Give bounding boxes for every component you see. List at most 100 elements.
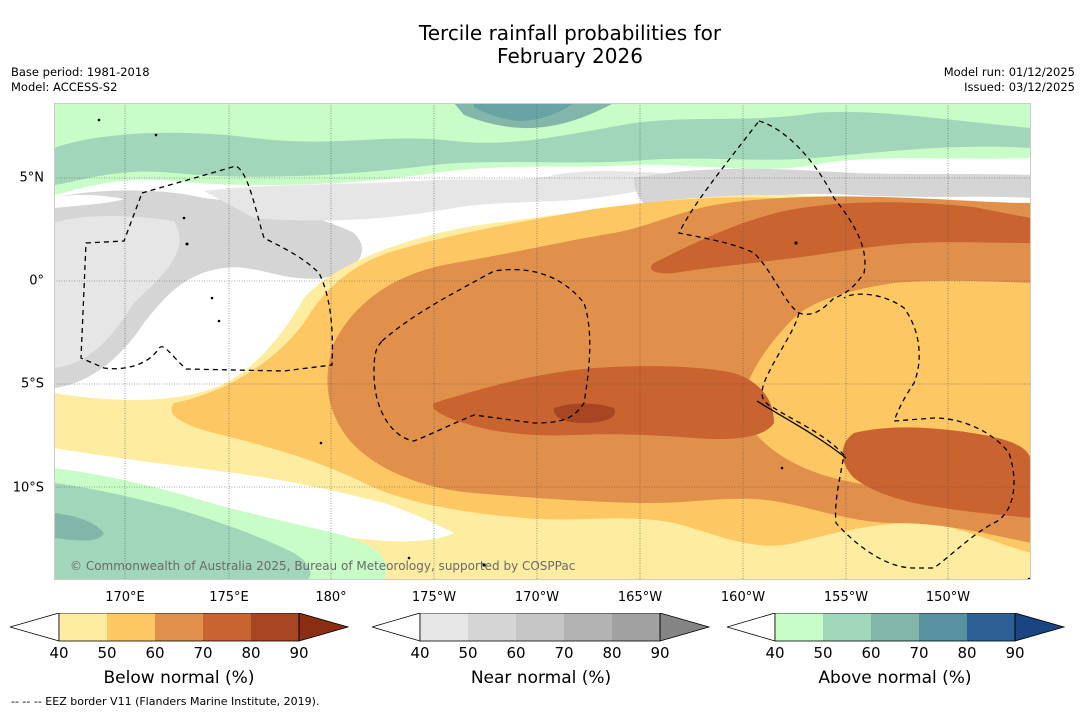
issued-date: Issued: 03/12/2025: [964, 80, 1075, 94]
cb-below-tick: 50: [97, 644, 117, 662]
cb-above-tick: 80: [957, 644, 977, 662]
cb-near-segment-60-70: [516, 613, 564, 641]
cb-above-tick: 40: [765, 644, 785, 662]
island-speck: [185, 242, 189, 246]
cb-below-frame: [58, 613, 300, 642]
cb-below-tick: 80: [241, 644, 261, 662]
base-period: Base period: 1981-2018: [11, 65, 150, 79]
cb-below-tick: 40: [49, 644, 69, 662]
eez-borders: [80, 120, 1015, 569]
cb-above-segment-under40: [727, 613, 776, 642]
meta-left: Base period: 1981-2018 Model: ACCESS-S2: [11, 65, 150, 95]
cb-above-segment-60-70: [871, 613, 919, 641]
cb-near-segment-50-60: [468, 613, 516, 641]
cb-above-segment-over90: [1014, 613, 1066, 642]
lat-label-5s: 5°S: [20, 376, 44, 392]
cb-above-segment-80-90: [967, 613, 1015, 641]
lon-label-160w: 160°W: [720, 590, 766, 605]
island-speck: [182, 216, 186, 220]
cb-above-title: Above normal (%): [818, 668, 972, 688]
eez-kiribati-gilbert: [80, 165, 334, 372]
eez-footnote: -- -- -- EEZ border V11 (Flanders Marine…: [11, 695, 320, 708]
lat-label-10s: 10°S: [12, 480, 44, 496]
cb-above-tick: 60: [861, 644, 881, 662]
cb-near-tick: 50: [458, 644, 478, 662]
cb-near-frame: [419, 613, 661, 642]
cb-below-title: Below normal (%): [103, 668, 255, 688]
near-normal-west-light: [54, 216, 180, 368]
rainfall-probability-map[interactable]: [54, 103, 1031, 580]
gridlines: [54, 103, 1031, 580]
white-west-equator: [54, 195, 124, 208]
above-normal-southwest-50: [54, 483, 311, 580]
eez-line-islands: [678, 120, 866, 315]
near-normal-north-center: [204, 170, 694, 221]
lon-label-180: 180°: [315, 590, 347, 605]
cb-near-segment-over90: [659, 613, 711, 642]
cb-above-segment-40-50: [775, 613, 823, 641]
below-normal-70-north: [650, 202, 1031, 274]
cb-near-segment-80-90: [612, 613, 660, 641]
boundary-solid-segment: [756, 400, 847, 459]
chart-title: Tercile rainfall probabilities for Febru…: [0, 22, 1085, 68]
model-run: Model run: 01/12/2025: [943, 65, 1075, 79]
above-normal-north-50: [54, 111, 1031, 185]
map-credit: © Commonwealth of Australia 2025, Bureau…: [70, 559, 576, 573]
island-speck: [97, 118, 101, 122]
island-speck: [154, 133, 158, 137]
meta-right: Model run: 01/12/2025 Issued: 03/12/2025: [944, 65, 1075, 95]
above-normal-southwest-60: [54, 513, 104, 541]
map-frame: [54, 103, 1031, 580]
cb-near-segment-70-80: [564, 613, 612, 641]
white-south-band: [54, 448, 454, 542]
lon-label-165w: 165°W: [617, 590, 663, 605]
cb-below-segment-under40: [10, 613, 60, 642]
below-normal-70-southeast: [842, 427, 1031, 518]
cb-below-segment-60-70: [155, 613, 203, 641]
lon-label-155w: 155°W: [823, 590, 869, 605]
cb-below-segment-over90: [298, 613, 350, 642]
cb-above-segment-50-60: [823, 613, 871, 641]
island-speck: [780, 466, 784, 470]
cb-near-tick: 90: [650, 644, 670, 662]
lon-label-170w: 170°W: [514, 590, 560, 605]
cb-near-tick: 80: [602, 644, 622, 662]
island-speck: [217, 319, 221, 323]
cb-above-tick: 70: [909, 644, 929, 662]
lon-label-170e: 170°E: [105, 590, 145, 605]
cb-below-segment-40-50: [59, 613, 107, 641]
island-specks: [97, 118, 1031, 580]
colorbar-near-normal: [372, 613, 711, 642]
title-line-2: February 2026: [497, 44, 643, 68]
cb-above-tick: 90: [1005, 644, 1025, 662]
colorbar-above-normal: [727, 613, 1066, 642]
model-name: Model: ACCESS-S2: [11, 80, 118, 94]
cb-below-tick: 90: [289, 644, 309, 662]
lat-label-0: 0°: [29, 273, 44, 289]
cb-above-frame: [774, 613, 1016, 642]
cb-near-segment-40-50: [420, 613, 468, 641]
cb-above-tick: 50: [813, 644, 833, 662]
lon-label-175w: 175°W: [411, 590, 457, 605]
cb-below-segment-50-60: [107, 613, 155, 641]
cb-near-tick: 70: [554, 644, 574, 662]
cb-near-title: Near normal (%): [470, 668, 612, 688]
title-line-1: Tercile rainfall probabilities for: [418, 21, 722, 45]
cb-near-segment-under40: [372, 613, 421, 642]
cb-below-segment-70-80: [203, 613, 251, 641]
lon-label-150w: 150°W: [925, 590, 971, 605]
colorbar-below-normal: [10, 613, 350, 642]
eez-tuvalu-phoenix: [373, 268, 591, 442]
above-normal-north-70: [474, 103, 574, 121]
cb-below-tick: 60: [145, 644, 165, 662]
island-speck: [407, 556, 411, 560]
cb-near-tick: 40: [410, 644, 430, 662]
island-speck: [319, 441, 323, 445]
near-normal-northeast: [634, 168, 1031, 214]
lon-label-175e: 175°E: [209, 590, 249, 605]
cb-below-segment-80-90: [251, 613, 299, 641]
cb-near-tick: 60: [506, 644, 526, 662]
island-speck: [794, 241, 798, 245]
island-speck: [482, 563, 486, 567]
cb-above-segment-70-80: [919, 613, 967, 641]
